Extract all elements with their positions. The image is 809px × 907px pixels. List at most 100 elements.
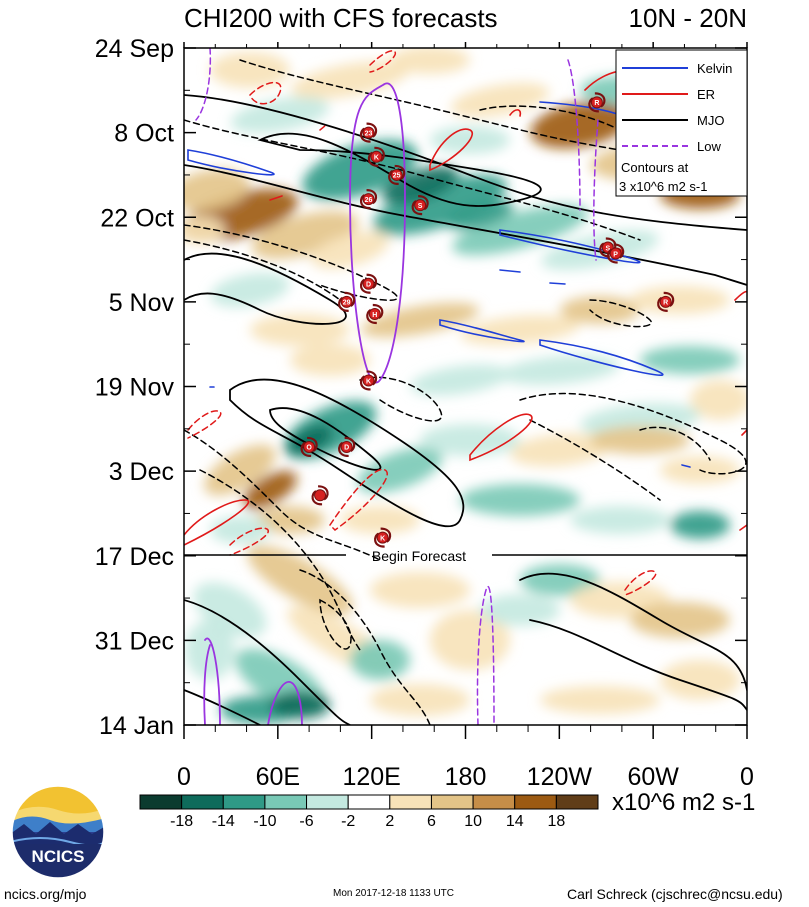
anomaly-blob <box>184 216 225 244</box>
er-contour-dashed <box>624 570 657 596</box>
forecast-label: Begin Forecast <box>372 548 466 564</box>
storm-swirl <box>338 441 349 458</box>
storm-dot <box>590 96 603 109</box>
storm-swirl <box>359 278 371 294</box>
chi-anomaly-field <box>184 48 747 724</box>
colorbar-tick-label: -10 <box>253 813 276 830</box>
anomaly-blob <box>250 314 350 346</box>
kelvin-contour <box>539 339 664 376</box>
anomaly-blob <box>630 286 730 314</box>
storm-swirl <box>317 485 329 501</box>
anomaly-blob <box>251 211 359 259</box>
footer-left[interactable]: ncics.org/mjo <box>4 886 87 902</box>
storm-marker: 25 <box>388 164 406 186</box>
mjo-contour-dashed <box>529 419 661 501</box>
mjo-contour <box>269 407 382 471</box>
storm-label: K <box>366 378 371 385</box>
anomaly-blob <box>290 61 410 99</box>
y-tick-label: 31 Dec <box>95 627 174 655</box>
kelvin-contour <box>187 149 275 176</box>
mjo-contour-dashed <box>184 239 341 301</box>
er-contour <box>741 429 747 436</box>
x-tick-label: 120W <box>527 763 593 791</box>
storm-marker: P <box>607 243 625 264</box>
y-tick-label: 3 Dec <box>109 458 174 486</box>
storm-dot <box>362 374 375 387</box>
anomaly-blob <box>360 302 480 338</box>
legend-note: 3 x10^6 m2 s-1 <box>619 179 707 194</box>
anomaly-blob <box>520 564 600 596</box>
mjo-contour <box>184 252 347 325</box>
colorbar-swatch <box>514 794 557 810</box>
storm-swirl <box>344 291 356 307</box>
storm-label: R <box>594 100 599 107</box>
footer-credit: Carl Schreck (cjschrec@ncsu.edu) <box>567 886 783 902</box>
storm-dot <box>609 247 622 260</box>
storm-marker: 26 <box>359 189 378 210</box>
mjo-contour-dashed <box>184 119 641 241</box>
anomaly-blob <box>560 296 640 324</box>
kelvin-contour <box>549 282 566 285</box>
storm-marker: 29 <box>338 291 356 312</box>
er-contour <box>739 524 747 531</box>
colorbar-swatch <box>430 794 474 810</box>
y-tick-label: 22 Oct <box>100 204 174 232</box>
colorbar: -18 -14 -10 -6 -2 2 6 10 14 18 <box>139 794 599 830</box>
storm-swirl <box>311 490 323 506</box>
low-contour <box>204 637 221 725</box>
colorbar-swatch <box>389 794 432 810</box>
storm-dot <box>362 193 375 206</box>
mjo-contour <box>229 378 465 528</box>
anomaly-blob <box>640 346 740 374</box>
colorbar-swatch <box>347 794 391 810</box>
mjo-contour-dashed <box>319 598 352 650</box>
er-contour-dashed <box>187 410 222 439</box>
anomaly-blob <box>460 484 580 516</box>
x-tick-label: 180 <box>445 763 487 791</box>
colorbar-unit: x10^6 m2 s-1 <box>612 789 755 816</box>
storm-swirl <box>359 127 371 143</box>
anomaly-blob <box>570 506 670 534</box>
anomaly-blob <box>410 364 510 396</box>
colorbar-tick-label: 2 <box>385 813 394 830</box>
storm-dot <box>340 295 353 308</box>
er-contour-dashed <box>229 527 269 556</box>
storm-label: K <box>380 535 385 542</box>
mjo-contour <box>519 572 747 691</box>
anomaly-blob <box>381 166 459 204</box>
storm-label: K <box>374 155 379 162</box>
mjo-contour <box>257 132 542 207</box>
storm-marker: K <box>374 527 392 548</box>
storm-label: 29 <box>343 300 351 307</box>
storm-dot <box>390 168 403 181</box>
colorbar-swatch <box>472 794 516 810</box>
legend-label: Low <box>697 139 721 154</box>
storm-dot <box>376 531 389 544</box>
x-tick-label: 60W <box>627 763 679 791</box>
storm-swirl <box>374 146 385 162</box>
storm-label: S <box>605 245 610 252</box>
er-contour-dashed <box>249 81 282 105</box>
storm-swirl <box>663 291 675 307</box>
colorbar-swatch <box>306 794 349 810</box>
storm-label: 25 <box>393 173 401 180</box>
er-contour <box>184 499 250 546</box>
storm-label: H <box>372 312 377 319</box>
legend-label: Kelvin <box>697 61 732 76</box>
y-tick-label: 5 Nov <box>109 289 175 317</box>
mjo-contour-dashed <box>184 429 381 561</box>
kelvin-contour <box>439 319 525 343</box>
anomaly-blob <box>210 52 290 88</box>
y-tick-label: 17 Dec <box>95 543 174 571</box>
storm-dot <box>362 126 375 139</box>
colorbar-swatch <box>139 794 183 810</box>
low-contour <box>267 681 303 725</box>
storm-swirl <box>366 308 377 325</box>
storm-swirl <box>411 200 423 216</box>
storm-marker: D <box>338 436 356 458</box>
y-tick-label: 14 Jan <box>99 712 174 740</box>
anomaly-blob <box>590 426 690 454</box>
storm-label: 26 <box>365 197 373 204</box>
storm-swirl <box>380 527 392 543</box>
